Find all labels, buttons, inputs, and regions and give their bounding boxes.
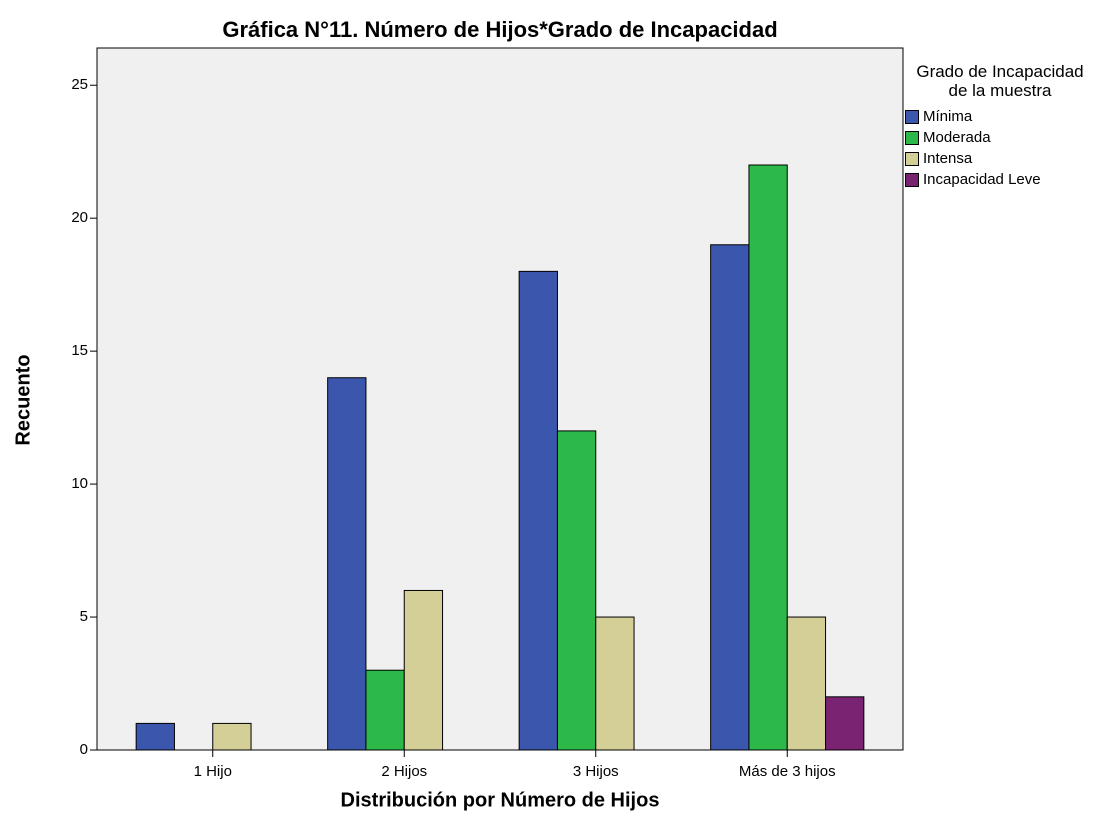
x-axis-label: Distribución por Número de Hijos: [341, 789, 660, 811]
legend-item: Intensa: [905, 148, 1095, 169]
bar: [595, 616, 635, 751]
legend-item: Mínima: [905, 106, 1095, 127]
y-tick-label: 10: [71, 475, 88, 492]
bar: [212, 722, 252, 751]
y-tick-label: 15: [71, 342, 88, 359]
legend-swatch: [905, 172, 919, 187]
legend-label: Mínima: [923, 108, 973, 125]
x-tick-label: 3 Hijos: [573, 763, 619, 780]
bar: [365, 669, 405, 751]
legend-label: Intensa: [923, 150, 973, 167]
bar: [556, 430, 597, 751]
legend-title: Grado de Incapacidad de la muestra: [916, 62, 1084, 100]
x-tick-label: 1 Hijo: [194, 763, 232, 780]
x-tick-label: 2 Hijos: [381, 763, 427, 780]
y-axis-label: Recuento: [12, 354, 34, 445]
bar: [748, 164, 788, 751]
bar: [710, 244, 750, 751]
legend-swatch: [905, 109, 919, 124]
chart-title: Gráfica N°11. Número de Hijos*Grado de I…: [222, 17, 777, 42]
legend: Grado de Incapacidad de la muestra Mínim…: [905, 62, 1095, 190]
y-tick-label: 20: [71, 209, 88, 226]
y-tick-label: 25: [71, 76, 88, 93]
x-tick-label: Más de 3 hijos: [739, 763, 836, 780]
y-tick-label: 5: [80, 608, 88, 625]
legend-label: Incapacidad Leve: [923, 171, 1041, 188]
bar: [518, 270, 558, 751]
legend-swatch: [905, 151, 919, 166]
bar: [825, 696, 865, 751]
y-tick-label: 0: [80, 741, 88, 758]
legend-item: Moderada: [905, 127, 1095, 148]
bar: [135, 722, 175, 751]
bar: [403, 589, 444, 751]
legend-item: Incapacidad Leve: [905, 169, 1095, 190]
legend-swatch: [905, 130, 919, 145]
bar: [786, 616, 827, 751]
legend-label: Moderada: [923, 129, 991, 146]
bar: [327, 377, 367, 751]
